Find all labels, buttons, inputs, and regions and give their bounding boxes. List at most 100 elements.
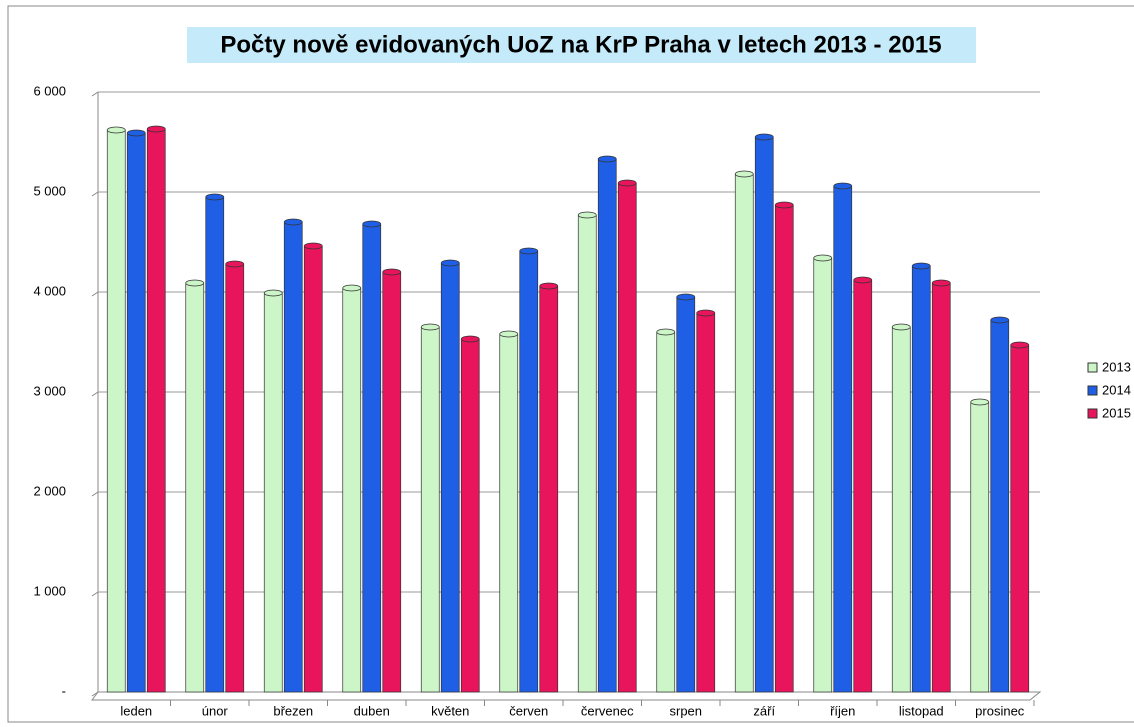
bar-cap	[931, 279, 951, 287]
bar	[891, 326, 911, 693]
bar-cap	[734, 170, 754, 178]
bar-cap	[519, 247, 539, 255]
bar-cap	[774, 201, 794, 209]
bar-cap	[342, 284, 362, 292]
bar	[833, 185, 853, 693]
bar	[126, 132, 146, 693]
y-tick	[91, 91, 99, 97]
x-tick-label: duben	[354, 703, 390, 718]
y-tick	[91, 191, 99, 197]
legend-label: 2015	[1102, 405, 1131, 420]
bar	[283, 221, 303, 693]
bar	[225, 263, 245, 693]
bar	[539, 285, 559, 693]
bar-cap	[1010, 341, 1030, 349]
bar-cap	[577, 211, 597, 219]
bar	[696, 312, 716, 693]
bar-cap	[754, 133, 774, 141]
bar-cap	[225, 260, 245, 268]
bar-cap	[460, 335, 480, 343]
x-tick-label: květen	[431, 703, 469, 718]
x-tick-label: říjen	[830, 703, 855, 718]
bar	[205, 196, 225, 693]
title-box	[187, 27, 976, 63]
x-tick-label: září	[753, 703, 775, 718]
bar	[774, 204, 794, 693]
bar-cap	[853, 276, 873, 284]
y-tick	[91, 391, 99, 397]
bar	[106, 129, 126, 693]
bar	[420, 326, 440, 693]
bar-cap	[362, 220, 382, 228]
bar-cap	[911, 262, 931, 270]
y-tick-label: 1 000	[33, 583, 66, 598]
y-tick-label: 5 000	[33, 183, 66, 198]
bar-cap	[833, 182, 853, 190]
bar-cap	[146, 125, 166, 133]
bar	[263, 292, 283, 693]
x-tick-label: červenec	[581, 703, 634, 718]
y-tick-label: -	[62, 683, 66, 698]
bar	[342, 287, 362, 693]
bar-cap	[813, 254, 833, 262]
bar-cap	[499, 330, 519, 338]
x-tick-label: listopad	[899, 703, 944, 718]
x-tick-label: prosinec	[975, 703, 1025, 718]
bar-cap	[283, 218, 303, 226]
bar	[382, 271, 402, 693]
floor	[91, 691, 1042, 701]
legend-label: 2014	[1102, 382, 1131, 397]
bar	[853, 279, 873, 693]
legend-swatch	[1087, 408, 1098, 419]
bar-cap	[126, 129, 146, 137]
bar	[656, 331, 676, 693]
bar-cap	[303, 242, 323, 250]
bar	[146, 128, 166, 693]
x-tick-label: březen	[273, 703, 313, 718]
y-tick	[91, 591, 99, 597]
bar-cap	[440, 259, 460, 267]
bar	[1010, 344, 1030, 693]
bar	[617, 182, 637, 693]
bar	[440, 262, 460, 693]
bar-cap	[676, 293, 696, 301]
bar	[597, 158, 617, 693]
bar	[754, 136, 774, 693]
chart-title: Počty nově evidovaných UoZ na KrP Praha …	[220, 31, 941, 58]
bar	[911, 265, 931, 693]
bar	[734, 173, 754, 693]
bar	[970, 401, 990, 693]
bar-cap	[696, 309, 716, 317]
bar-cap	[617, 179, 637, 187]
bar-cap	[420, 323, 440, 331]
legend-label: 2013	[1102, 359, 1131, 374]
x-tick-label: srpen	[669, 703, 702, 718]
bar	[676, 296, 696, 693]
x-tick-label: leden	[120, 703, 152, 718]
bar	[577, 214, 597, 693]
bar	[185, 282, 205, 693]
y-tick	[91, 291, 99, 297]
bar	[931, 282, 951, 693]
x-tick-label: únor	[202, 703, 229, 718]
chart-frame	[7, 5, 1134, 723]
bar-cap	[185, 279, 205, 287]
bar-cap	[263, 289, 283, 297]
bar	[990, 319, 1010, 693]
legend-swatch	[1087, 385, 1098, 396]
bar	[303, 245, 323, 693]
x-tick-label: červen	[509, 703, 548, 718]
bar-cap	[970, 398, 990, 406]
bar	[362, 223, 382, 693]
bar-cap	[539, 282, 559, 290]
bar-cap	[382, 268, 402, 276]
bar	[460, 338, 480, 693]
bar-cap	[656, 328, 676, 336]
bar-cap	[106, 126, 126, 134]
y-tick-label: 3 000	[33, 383, 66, 398]
legend-swatch	[1087, 362, 1098, 373]
y-tick-label: 2 000	[33, 483, 66, 498]
bar-cap	[597, 155, 617, 163]
y-tick	[91, 491, 99, 497]
